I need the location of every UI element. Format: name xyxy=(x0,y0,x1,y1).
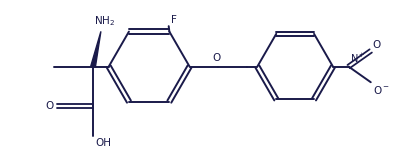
Text: O: O xyxy=(45,101,53,111)
Text: NH$_2$: NH$_2$ xyxy=(95,14,116,28)
Text: O$^-$: O$^-$ xyxy=(373,83,390,95)
Text: F: F xyxy=(171,15,177,25)
Text: O: O xyxy=(213,53,221,63)
Text: N$^+$: N$^+$ xyxy=(350,52,366,65)
Polygon shape xyxy=(91,31,101,67)
Text: O: O xyxy=(373,40,381,50)
Text: OH: OH xyxy=(95,138,111,148)
